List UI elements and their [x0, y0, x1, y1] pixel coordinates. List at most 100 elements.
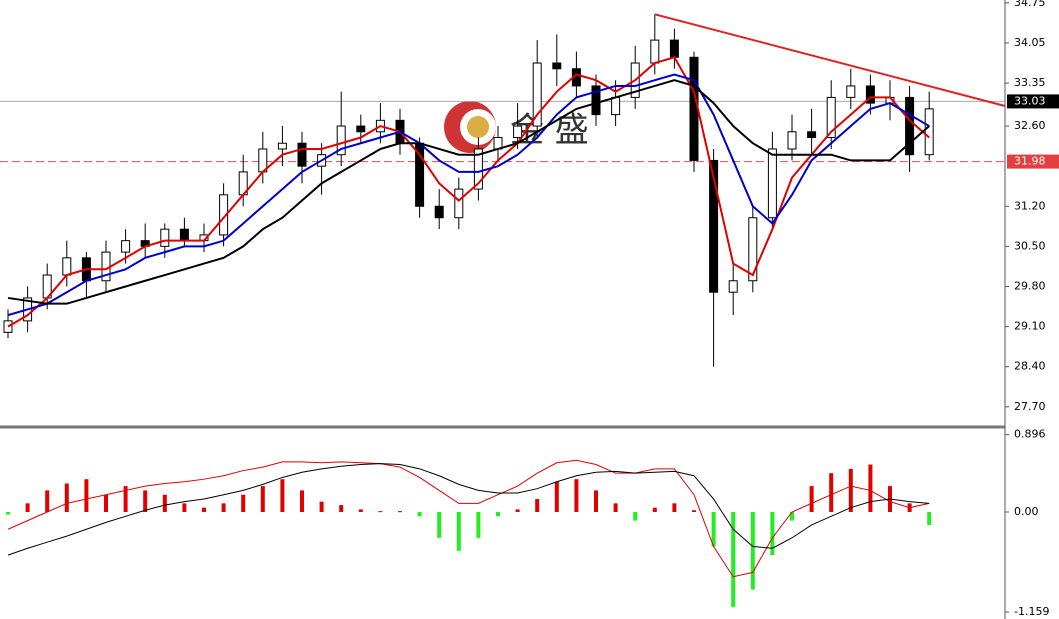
macd-bar — [280, 479, 285, 512]
candle-body — [905, 96, 915, 156]
candle-body — [532, 62, 542, 127]
macd-bar — [84, 479, 89, 512]
candle-body — [336, 125, 346, 156]
macd-bar — [731, 511, 736, 607]
last-price-box — [1007, 94, 1059, 109]
macd-bar — [652, 507, 657, 512]
macd-bar — [45, 490, 50, 512]
macd-bar — [162, 494, 167, 512]
macd-bar — [25, 503, 30, 512]
macd-bar — [221, 503, 226, 512]
candle-body — [454, 188, 464, 219]
macd-bar — [64, 483, 69, 512]
macd-bar — [496, 511, 500, 517]
macd-bar — [750, 511, 755, 590]
candle-body — [219, 194, 229, 236]
macd-bar — [515, 509, 520, 512]
candle-body — [179, 228, 189, 242]
macd-bar — [809, 486, 814, 512]
macd-bar — [456, 511, 461, 551]
candle-body — [611, 96, 621, 116]
candle-body — [121, 240, 131, 253]
y-tick-label: 32.60 — [1014, 119, 1046, 132]
macd-bar — [711, 511, 716, 547]
indicator-line — [7, 56, 930, 328]
macd-bar — [790, 511, 794, 521]
y-tick-label: 31.20 — [1014, 199, 1046, 212]
indicator-line — [7, 463, 930, 556]
macd-bar — [300, 490, 304, 512]
candle-body — [297, 142, 307, 167]
indicator-line — [7, 79, 930, 305]
y-tick-label: 34.05 — [1014, 36, 1046, 49]
logo — [444, 101, 496, 153]
y-tick-label: 30.50 — [1014, 239, 1046, 252]
macd-bar — [143, 490, 148, 512]
macd-bar — [554, 481, 559, 512]
watermark: 金 盛 — [510, 111, 589, 151]
indicator-line — [7, 459, 930, 578]
y-tick-label: 0.00 — [1014, 505, 1039, 518]
candle-body — [924, 108, 934, 156]
candle-body — [356, 125, 366, 133]
macd-bar — [848, 468, 853, 512]
macd-bar — [868, 464, 873, 512]
candle-body — [826, 96, 836, 139]
candle-body — [62, 257, 72, 276]
candle-body — [669, 39, 679, 58]
candle-body — [709, 159, 719, 293]
y-tick-label: 28.40 — [1014, 360, 1046, 373]
macd-bar — [770, 511, 775, 556]
macd-bar — [358, 509, 363, 512]
candle-body — [767, 148, 777, 219]
candle-body — [689, 56, 699, 161]
macd-bar — [927, 511, 932, 525]
trendline — [654, 13, 1006, 107]
alert-price-label: 31.98 — [1014, 155, 1046, 168]
candle-body — [434, 205, 444, 219]
y-tick-label: 0.896 — [1014, 428, 1046, 441]
y-tick-label: 27.70 — [1014, 400, 1046, 413]
last-price-label: 33.03 — [1014, 94, 1046, 107]
candle-body — [650, 39, 660, 64]
macd-bar — [574, 479, 579, 512]
macd-bar — [613, 503, 618, 512]
macd-bar — [202, 507, 206, 512]
candle-body — [807, 131, 817, 139]
y-tick-label: 29.80 — [1014, 279, 1046, 292]
macd-bar — [417, 511, 422, 517]
candle-body — [865, 85, 875, 104]
macd-bar — [633, 511, 638, 521]
candle-body — [473, 148, 483, 190]
candle-body — [513, 125, 523, 139]
candle-body — [277, 142, 287, 150]
logo-coin — [467, 116, 489, 138]
macd-bar — [6, 511, 10, 515]
macd-bar — [594, 490, 598, 512]
macd-bar — [241, 494, 246, 512]
candle-body — [160, 228, 170, 247]
y-tick-label: 33.35 — [1014, 76, 1046, 89]
candle-body — [552, 62, 562, 70]
macd-bar — [692, 510, 696, 512]
candle-body — [3, 320, 13, 333]
macd-bar — [182, 503, 187, 512]
macd-bar — [378, 511, 383, 513]
candle-body — [748, 217, 758, 282]
candle-body — [787, 131, 797, 150]
macd-bar — [319, 501, 324, 512]
macd-bar — [672, 503, 677, 512]
macd-bar — [260, 486, 265, 512]
macd-bar — [104, 494, 108, 512]
macd-bar — [339, 505, 344, 512]
candle-body — [591, 85, 601, 116]
y-tick-label: 34.75 — [1014, 0, 1046, 9]
candle-body — [728, 280, 738, 293]
macd-bar — [829, 473, 834, 512]
alert-price-box — [1007, 154, 1059, 169]
candle-body — [846, 85, 856, 98]
macd-bar — [398, 511, 402, 513]
macd-bar — [123, 486, 128, 512]
